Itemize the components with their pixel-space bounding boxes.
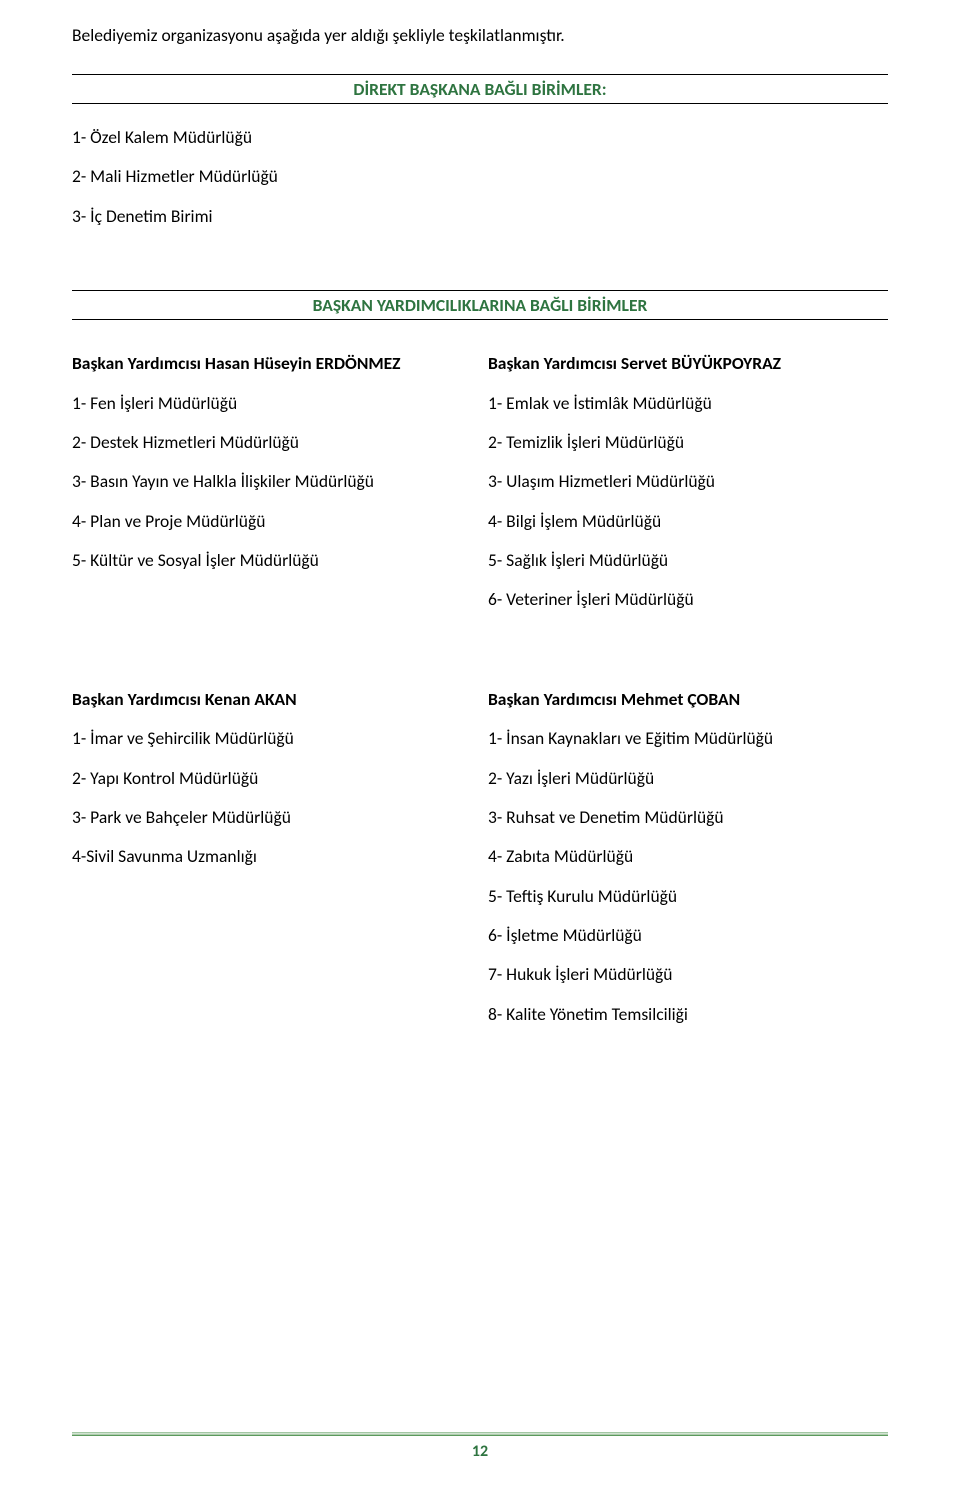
list-item: 6- İşletme Müdürlüğü	[488, 916, 888, 955]
list-item: 1- İmar ve Şehircilik Müdürlüğü	[72, 719, 472, 758]
list-item: 2- Destek Hizmetleri Müdürlüğü	[72, 423, 472, 462]
heading1-wrap: DİREKT BAŞKANA BAĞLI BİRİMLER:	[72, 74, 888, 104]
list-item: 3- İç Denetim Birimi	[72, 197, 888, 236]
list-item: 4- Zabıta Müdürlüğü	[488, 837, 888, 876]
list-item: 2- Yapı Kontrol Müdürlüğü	[72, 759, 472, 798]
group-b-left: Başkan Yardımcısı Kenan AKAN 1- İmar ve …	[72, 680, 472, 1034]
group-a: Başkan Yardımcısı Hasan Hüseyin ERDÖNMEZ…	[72, 344, 888, 620]
list-item: 5- Teftiş Kurulu Müdürlüğü	[488, 877, 888, 916]
list-item: 3- Ulaşım Hizmetleri Müdürlüğü	[488, 462, 888, 501]
list-item: 2- Yazı İşleri Müdürlüğü	[488, 759, 888, 798]
list-item: 3- Basın Yayın ve Halkla İlişkiler Müdür…	[72, 462, 472, 501]
group-b: Başkan Yardımcısı Kenan AKAN 1- İmar ve …	[72, 680, 888, 1034]
list-item: 2- Mali Hizmetler Müdürlüğü	[72, 157, 888, 196]
page-footer: 12	[72, 1432, 888, 1461]
list-item: 4-Sivil Savunma Uzmanlığı	[72, 837, 472, 876]
list-item: 4- Bilgi İşlem Müdürlüğü	[488, 502, 888, 541]
heading1: DİREKT BAŞKANA BAĞLI BİRİMLER:	[72, 78, 888, 100]
col-head: Başkan Yardımcısı Mehmet ÇOBAN	[488, 680, 888, 719]
group-a-right: Başkan Yardımcısı Servet BÜYÜKPOYRAZ 1- …	[488, 344, 888, 620]
heading2: BAŞKAN YARDIMCILIKLARINA BAĞLI BİRİMLER	[72, 294, 888, 316]
list-item: 1- Özel Kalem Müdürlüğü	[72, 118, 888, 157]
direct-units-list: 1- Özel Kalem Müdürlüğü 2- Mali Hizmetle…	[72, 118, 888, 236]
heading2-wrap: BAŞKAN YARDIMCILIKLARINA BAĞLI BİRİMLER	[72, 290, 888, 320]
list-item: 1- Emlak ve İstimlâk Müdürlüğü	[488, 384, 888, 423]
intro-text: Belediyemiz organizasyonu aşağıda yer al…	[72, 24, 888, 46]
list-item: 4- Plan ve Proje Müdürlüğü	[72, 502, 472, 541]
list-item: 2- Temizlik İşleri Müdürlüğü	[488, 423, 888, 462]
group-b-right: Başkan Yardımcısı Mehmet ÇOBAN 1- İnsan …	[488, 680, 888, 1034]
group-a-left: Başkan Yardımcısı Hasan Hüseyin ERDÖNMEZ…	[72, 344, 472, 620]
page-number: 12	[72, 1442, 888, 1461]
list-item: 3- Ruhsat ve Denetim Müdürlüğü	[488, 798, 888, 837]
list-item: 1- Fen İşleri Müdürlüğü	[72, 384, 472, 423]
list-item: 1- İnsan Kaynakları ve Eğitim Müdürlüğü	[488, 719, 888, 758]
list-item: 5- Kültür ve Sosyal İşler Müdürlüğü	[72, 541, 472, 580]
list-item: 3- Park ve Bahçeler Müdürlüğü	[72, 798, 472, 837]
col-head: Başkan Yardımcısı Kenan AKAN	[72, 680, 472, 719]
col-head: Başkan Yardımcısı Hasan Hüseyin ERDÖNMEZ	[72, 344, 472, 383]
list-item: 6- Veteriner İşleri Müdürlüğü	[488, 580, 888, 619]
list-item: 7- Hukuk İşleri Müdürlüğü	[488, 955, 888, 994]
col-head: Başkan Yardımcısı Servet BÜYÜKPOYRAZ	[488, 344, 888, 383]
list-item: 8- Kalite Yönetim Temsilciliği	[488, 995, 888, 1034]
footer-divider	[72, 1432, 888, 1436]
list-item: 5- Sağlık İşleri Müdürlüğü	[488, 541, 888, 580]
